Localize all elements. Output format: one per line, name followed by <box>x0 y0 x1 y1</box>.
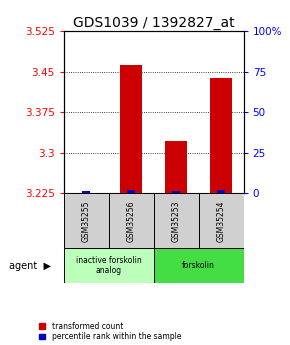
Bar <box>210 78 232 193</box>
Text: GSM35256: GSM35256 <box>127 200 136 242</box>
Text: GSM35254: GSM35254 <box>217 200 226 242</box>
Bar <box>199 193 244 248</box>
Bar <box>109 193 154 248</box>
Text: inactive forskolin
analog: inactive forskolin analog <box>76 256 142 275</box>
Bar <box>64 193 109 248</box>
Bar <box>172 191 180 193</box>
Bar <box>154 248 244 283</box>
Legend: transformed count, percentile rank within the sample: transformed count, percentile rank withi… <box>39 322 181 341</box>
Bar <box>82 191 90 193</box>
Text: GSM35255: GSM35255 <box>82 200 91 242</box>
Text: forskolin: forskolin <box>182 261 215 270</box>
Text: GSM35253: GSM35253 <box>172 200 181 242</box>
Bar <box>120 65 142 193</box>
Bar <box>64 248 154 283</box>
Bar <box>154 193 199 248</box>
Bar <box>217 190 225 193</box>
Bar <box>127 190 135 193</box>
Text: agent  ▶: agent ▶ <box>9 261 51 270</box>
Title: GDS1039 / 1392827_at: GDS1039 / 1392827_at <box>73 16 235 30</box>
Bar <box>165 141 187 193</box>
